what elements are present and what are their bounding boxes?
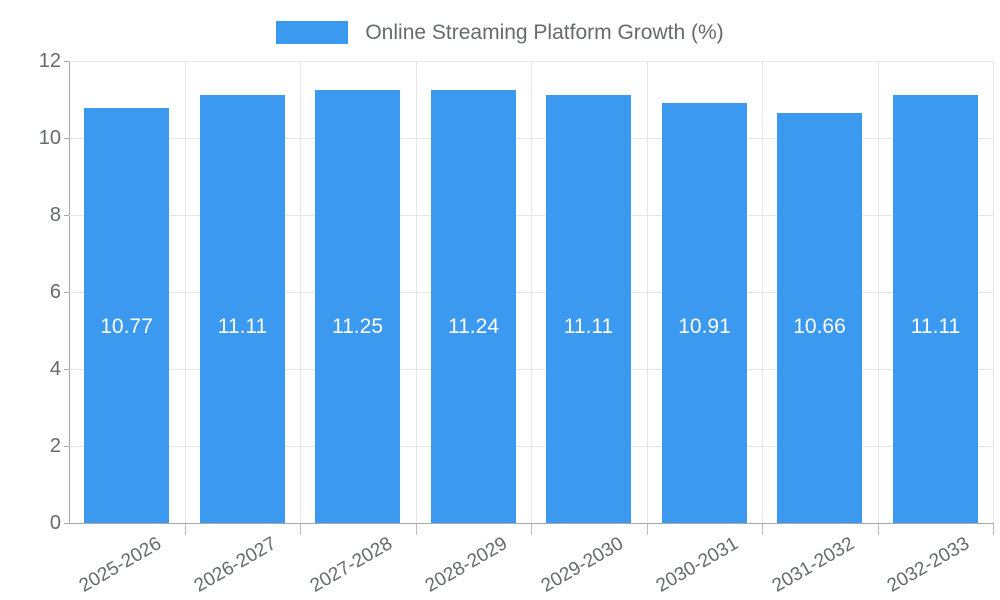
plot-right-border (993, 61, 994, 523)
bar-value-label: 11.24 (448, 315, 499, 338)
bar-value-label: 11.11 (217, 315, 268, 338)
bar[interactable]: 10.77 (84, 108, 169, 523)
gridline-vertical (185, 61, 186, 523)
gridline-vertical (300, 61, 301, 523)
y-axis-tick-mark (64, 61, 70, 62)
bar-value-label: 11.11 (910, 315, 961, 338)
legend-item[interactable]: Online Streaming Platform Growth (%) (276, 20, 724, 44)
y-axis-tick-mark (64, 138, 70, 139)
x-axis-tick-label: 2031-2032 (768, 533, 858, 597)
bar[interactable]: 11.11 (893, 95, 978, 523)
x-axis-tick-mark (647, 524, 648, 535)
gridline-vertical (531, 61, 532, 523)
y-axis-tick-label: 12 (38, 50, 61, 72)
bar[interactable]: 11.25 (315, 89, 400, 523)
gridline-horizontal (69, 523, 993, 524)
legend-color-swatch (276, 20, 349, 44)
bar-value-label: 10.91 (678, 315, 731, 338)
x-axis-tick-mark (416, 524, 417, 535)
bar[interactable]: 10.66 (777, 112, 862, 523)
plot-area: 10.77 11.11 11.25 11.24 11.11 10.91 10.66 11.11 (69, 61, 993, 524)
y-axis-tick-mark (64, 215, 70, 216)
y-axis-tick-label: 0 (49, 512, 61, 534)
gridline-vertical (762, 61, 763, 523)
x-axis-tick-label: 2028-2029 (422, 533, 512, 597)
x-axis-tick-mark (878, 524, 879, 535)
y-axis-tick-mark (64, 292, 70, 293)
y-axis-tick-label: 10 (38, 127, 61, 149)
x-axis-tick-mark (762, 524, 763, 535)
bar[interactable]: 10.91 (662, 102, 747, 523)
y-axis-tick-label: 6 (49, 281, 61, 303)
bar-value-label: 11.11 (563, 315, 614, 338)
bar[interactable]: 11.24 (431, 90, 516, 523)
gridline-vertical (878, 61, 879, 523)
x-axis-tick-label: 2032-2033 (884, 533, 974, 597)
bar[interactable]: 11.11 (200, 95, 285, 523)
legend-label: Online Streaming Platform Growth (%) (365, 20, 724, 44)
bar[interactable]: 11.11 (546, 95, 631, 523)
gridline-vertical (416, 61, 417, 523)
x-axis-tick-label: 2027-2028 (306, 533, 396, 597)
x-axis-tick-label: 2025-2026 (75, 533, 165, 597)
x-axis-tick-mark (993, 524, 994, 535)
chart-legend: Online Streaming Platform Growth (%) (0, 14, 1000, 50)
x-axis-tick-mark (531, 524, 532, 535)
y-axis-tick-mark (64, 446, 70, 447)
bar-value-label: 10.66 (793, 315, 846, 338)
y-axis-tick-labels: 0 2 4 6 8 10 12 (0, 0, 70, 600)
y-axis-tick-label: 8 (49, 204, 61, 226)
x-axis-tick-label: 2029-2030 (537, 533, 627, 597)
gridline-vertical (647, 61, 648, 523)
x-axis-tick-mark (300, 524, 301, 535)
y-axis-tick-label: 4 (49, 358, 61, 380)
bar-value-label: 11.25 (332, 315, 383, 338)
x-axis-tick-mark (185, 524, 186, 535)
y-axis-tick-label: 2 (49, 435, 61, 457)
y-axis-tick-mark (64, 369, 70, 370)
x-axis-tick-label: 2030-2031 (653, 533, 743, 597)
y-axis-tick-mark (64, 523, 70, 524)
bar-value-label: 10.77 (100, 315, 153, 338)
x-axis-tick-label: 2026-2027 (191, 533, 281, 597)
